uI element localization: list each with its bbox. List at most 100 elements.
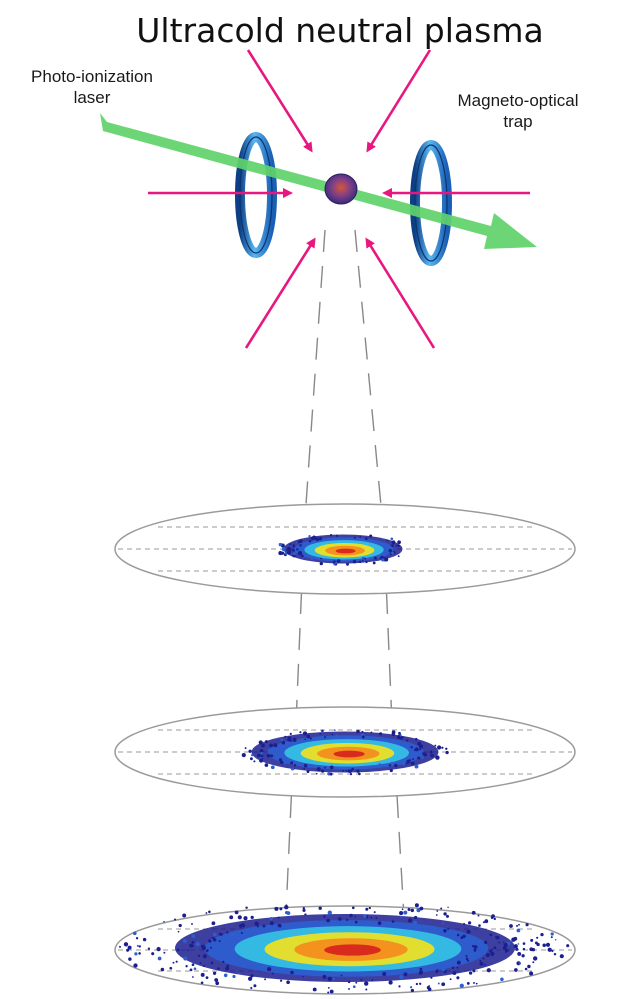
- ion-point: [413, 967, 417, 972]
- ion-point: [443, 912, 447, 916]
- ion-point: [398, 985, 401, 988]
- ion-point: [327, 772, 331, 776]
- detector-image-late: [114, 903, 576, 995]
- ion-point: [441, 746, 444, 749]
- trap-coil-left: [235, 132, 277, 258]
- ion-point: [277, 923, 282, 928]
- ion-point: [509, 924, 513, 928]
- ion-point: [315, 537, 319, 541]
- ion-point: [529, 971, 534, 976]
- ion-point: [230, 932, 235, 937]
- ion-point: [264, 978, 267, 981]
- ion-point: [340, 974, 343, 977]
- ion-point: [358, 560, 362, 564]
- ion-point: [318, 906, 322, 910]
- ion-point: [484, 919, 489, 924]
- ion-point: [254, 921, 259, 926]
- ion-point: [147, 947, 151, 950]
- ion-point: [211, 921, 216, 926]
- ion-point: [410, 988, 415, 993]
- ion-point: [287, 738, 291, 742]
- trap-coil-right: [410, 140, 452, 266]
- ion-point: [191, 940, 195, 944]
- ion-point: [398, 731, 401, 735]
- ion-point: [354, 920, 358, 924]
- ion-point: [403, 972, 408, 977]
- ion-point: [290, 767, 295, 771]
- ion-point: [514, 968, 518, 972]
- ion-point: [135, 937, 139, 940]
- ion-point: [414, 737, 418, 741]
- ion-point: [435, 970, 439, 973]
- ion-point: [468, 971, 473, 975]
- ion-point: [388, 980, 393, 985]
- ion-point: [479, 961, 484, 966]
- ion-point: [477, 914, 480, 917]
- ion-point: [407, 908, 411, 911]
- ion-point: [489, 933, 493, 937]
- ion-point: [352, 559, 357, 564]
- ion-point: [314, 920, 317, 923]
- ion-point: [253, 984, 257, 988]
- ion-point: [352, 985, 356, 989]
- ion-point: [485, 953, 490, 958]
- ion-point: [371, 979, 374, 982]
- ion-point: [354, 915, 357, 918]
- ion-point: [365, 907, 369, 911]
- ion-point: [261, 757, 264, 760]
- ion-point: [500, 977, 504, 982]
- ion-point: [412, 920, 418, 925]
- ion-point: [299, 544, 302, 547]
- ion-point: [419, 906, 424, 911]
- ion-point: [348, 987, 350, 990]
- ion-point: [452, 971, 457, 976]
- ion-point: [257, 753, 261, 758]
- ion-point: [416, 908, 421, 913]
- ion-point: [335, 563, 338, 566]
- ion-point: [183, 956, 188, 961]
- ion-point: [370, 916, 373, 919]
- ion-point: [200, 972, 205, 977]
- ion-point: [375, 917, 378, 919]
- ion-point: [319, 732, 322, 735]
- ion-point: [247, 976, 253, 981]
- ion-point: [359, 535, 362, 538]
- ion-point: [304, 738, 307, 741]
- ion-point: [142, 937, 147, 942]
- ion-point: [270, 765, 275, 770]
- ion-point: [335, 534, 339, 537]
- ion-point: [456, 966, 459, 969]
- ion-point: [259, 758, 263, 763]
- ion-point: [217, 967, 220, 970]
- ion-point: [399, 911, 404, 916]
- ion-point: [525, 923, 529, 927]
- diagram-title: Ultracold neutral plasma: [136, 11, 543, 50]
- density-contour: [324, 944, 381, 956]
- ion-point: [489, 949, 493, 953]
- ion-point: [199, 962, 202, 965]
- ion-point: [470, 952, 475, 957]
- ion-point: [403, 910, 408, 915]
- ion-point: [278, 542, 283, 547]
- ion-point: [292, 544, 296, 548]
- ion-point: [530, 938, 534, 942]
- ion-point: [421, 756, 424, 759]
- ion-point: [412, 758, 415, 761]
- ion-point: [187, 949, 189, 952]
- density-contour: [335, 548, 356, 554]
- ion-point: [302, 908, 306, 912]
- ion-point: [349, 913, 353, 918]
- ion-point: [286, 980, 290, 985]
- ion-point: [419, 748, 421, 751]
- ion-point: [138, 945, 142, 948]
- ion-point: [329, 534, 333, 537]
- ion-point: [286, 911, 291, 915]
- ion-point: [302, 731, 308, 736]
- ion-point: [414, 764, 419, 769]
- ion-point: [189, 968, 193, 972]
- ion-point: [456, 933, 460, 937]
- ion-point: [391, 732, 396, 736]
- ion-point: [316, 767, 321, 772]
- ion-point: [329, 765, 334, 770]
- ion-point: [260, 751, 264, 755]
